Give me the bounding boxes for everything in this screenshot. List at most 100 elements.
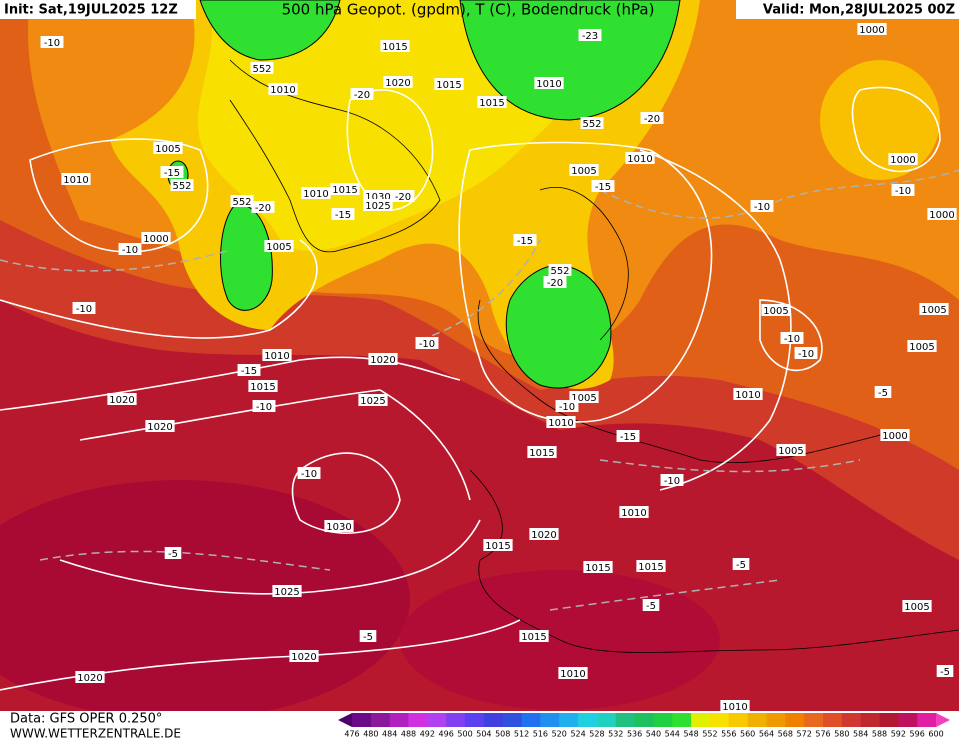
label-bg bbox=[888, 153, 918, 165]
contour-label: 1005 bbox=[778, 446, 803, 457]
label-bg bbox=[118, 243, 142, 255]
label-bg bbox=[72, 302, 96, 314]
scale-label: 488 bbox=[401, 730, 416, 739]
label-bg bbox=[640, 112, 664, 124]
label-bg bbox=[153, 142, 183, 154]
label-bg bbox=[415, 337, 439, 349]
label-bg bbox=[513, 234, 537, 246]
contour-label: -5 bbox=[736, 560, 746, 571]
contour-label: 1015 bbox=[382, 42, 407, 53]
contour-label: 552 bbox=[252, 64, 271, 75]
label-bg bbox=[75, 671, 105, 683]
contour-label: 1010 bbox=[264, 351, 289, 362]
scale-swatch bbox=[540, 713, 560, 727]
contour-label: 552 bbox=[172, 181, 191, 192]
label-bg bbox=[591, 180, 615, 192]
contour-label: 552 bbox=[232, 197, 251, 208]
scale-swatch bbox=[352, 713, 372, 727]
scale-swatch bbox=[841, 713, 862, 727]
contour-label: 1025 bbox=[365, 201, 390, 212]
contour-label: -20 bbox=[354, 90, 370, 101]
contour-label: 1005 bbox=[763, 306, 788, 317]
contour-label: 1000 bbox=[859, 25, 884, 36]
scale-swatch bbox=[691, 713, 711, 727]
contour-label: -10 bbox=[301, 469, 317, 480]
label-bg bbox=[927, 208, 957, 220]
scale-swatch bbox=[766, 713, 786, 727]
label-bg bbox=[616, 430, 640, 442]
contour-label: -15 bbox=[595, 182, 611, 193]
scale-swatch bbox=[427, 713, 447, 727]
scale-label: 588 bbox=[872, 730, 887, 739]
label-bg bbox=[331, 208, 355, 220]
scale-swatch bbox=[370, 713, 391, 727]
scale-label: 576 bbox=[815, 730, 830, 739]
label-bg bbox=[750, 200, 774, 212]
scale-label: 548 bbox=[683, 730, 698, 739]
contour-label: -10 bbox=[798, 349, 814, 360]
scale-swatch bbox=[860, 713, 881, 727]
scale-swatch bbox=[615, 713, 636, 727]
scale-swatch bbox=[408, 713, 428, 727]
contour-label: -5 bbox=[646, 601, 656, 612]
contour-label: -10 bbox=[419, 339, 435, 350]
contour-label: 1010 bbox=[548, 418, 573, 429]
scale-label: 560 bbox=[740, 730, 755, 739]
map bbox=[0, 0, 959, 720]
scale-swatch bbox=[653, 713, 673, 727]
label-bg bbox=[160, 166, 184, 178]
label-bg bbox=[250, 62, 274, 74]
scale-label: 536 bbox=[627, 730, 642, 739]
label-bg bbox=[141, 232, 171, 244]
scale-swatch bbox=[465, 713, 485, 727]
label-bg bbox=[619, 506, 649, 518]
scale-label: 492 bbox=[420, 730, 435, 739]
label-bg bbox=[262, 349, 292, 361]
contour-label: 1010 bbox=[303, 189, 328, 200]
label-bg bbox=[350, 88, 374, 100]
contour-label: -10 bbox=[754, 202, 770, 213]
scale-label: 532 bbox=[608, 730, 623, 739]
label-bg bbox=[529, 528, 559, 540]
contour-label: 1010 bbox=[735, 390, 760, 401]
contour-label: -20 bbox=[644, 114, 660, 125]
contour-label: -20 bbox=[547, 278, 563, 289]
scale-label: 508 bbox=[495, 730, 510, 739]
contour-label: 1020 bbox=[531, 530, 556, 541]
contour-label: 1000 bbox=[882, 431, 907, 442]
contour-label: 1010 bbox=[63, 175, 88, 186]
contour-label: 1015 bbox=[332, 185, 357, 196]
contour-label: -15 bbox=[517, 236, 533, 247]
scale-label: 572 bbox=[797, 730, 812, 739]
label-bg bbox=[936, 665, 954, 677]
label-bg bbox=[297, 467, 321, 479]
data-source: Data: GFS OPER 0.250° bbox=[10, 712, 162, 727]
scale-label: 524 bbox=[570, 730, 585, 739]
scale-label: 496 bbox=[439, 730, 454, 739]
label-bg bbox=[359, 630, 377, 642]
label-bg bbox=[880, 429, 910, 441]
contour-label: 1010 bbox=[560, 669, 585, 680]
label-bg bbox=[548, 264, 572, 276]
contour-label: 1015 bbox=[479, 98, 504, 109]
label-bg bbox=[733, 388, 763, 400]
scale-swatch bbox=[483, 713, 504, 727]
contour-label: -5 bbox=[363, 632, 373, 643]
scale-label: 592 bbox=[891, 730, 906, 739]
header-bg bbox=[736, 0, 959, 19]
label-bg bbox=[252, 400, 276, 412]
scale-swatch bbox=[389, 713, 410, 727]
scale-arrow bbox=[338, 713, 352, 727]
label-bg bbox=[583, 561, 613, 573]
scale-swatch bbox=[502, 713, 523, 727]
contour-label: 1005 bbox=[909, 342, 934, 353]
label-bg bbox=[794, 347, 818, 359]
contour-label: 1015 bbox=[638, 562, 663, 573]
init-time: Init: Sat,19JUL2025 12Z bbox=[4, 3, 178, 18]
contour-label: 1000 bbox=[890, 155, 915, 166]
label-bg bbox=[230, 195, 254, 207]
label-bg bbox=[289, 650, 319, 662]
scale-swatch bbox=[785, 713, 805, 727]
contour-label: 1005 bbox=[571, 166, 596, 177]
